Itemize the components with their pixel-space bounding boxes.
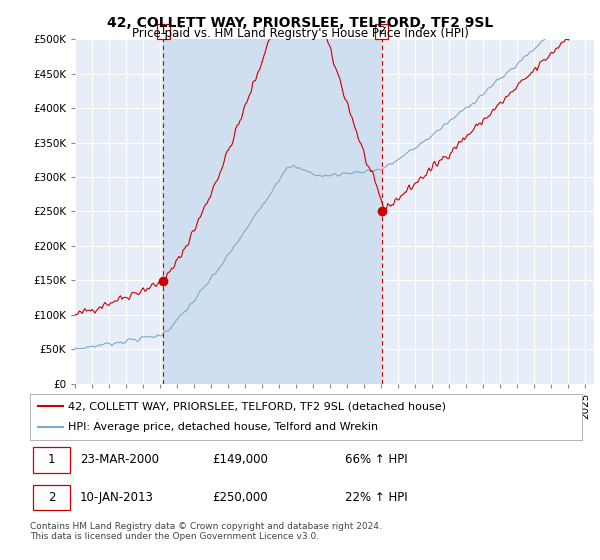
Text: 1: 1 — [160, 26, 167, 36]
Bar — [163, 39, 382, 384]
Text: HPI: Average price, detached house, Telford and Wrekin: HPI: Average price, detached house, Telf… — [68, 422, 377, 432]
Text: £149,000: £149,000 — [212, 453, 268, 466]
Text: £250,000: £250,000 — [212, 491, 268, 504]
Text: 2: 2 — [378, 26, 385, 36]
FancyBboxPatch shape — [33, 447, 70, 473]
FancyBboxPatch shape — [33, 485, 70, 511]
Text: 2: 2 — [48, 491, 55, 504]
Text: 42, COLLETT WAY, PRIORSLEE, TELFORD, TF2 9SL (detached house): 42, COLLETT WAY, PRIORSLEE, TELFORD, TF2… — [68, 401, 446, 411]
Text: 23-MAR-2000: 23-MAR-2000 — [80, 453, 158, 466]
Text: 1: 1 — [48, 453, 55, 466]
Text: 42, COLLETT WAY, PRIORSLEE, TELFORD, TF2 9SL: 42, COLLETT WAY, PRIORSLEE, TELFORD, TF2… — [107, 16, 493, 30]
Text: 10-JAN-2013: 10-JAN-2013 — [80, 491, 154, 504]
Text: 22% ↑ HPI: 22% ↑ HPI — [344, 491, 407, 504]
Text: Price paid vs. HM Land Registry's House Price Index (HPI): Price paid vs. HM Land Registry's House … — [131, 27, 469, 40]
Text: 66% ↑ HPI: 66% ↑ HPI — [344, 453, 407, 466]
Text: Contains HM Land Registry data © Crown copyright and database right 2024.
This d: Contains HM Land Registry data © Crown c… — [30, 522, 382, 542]
